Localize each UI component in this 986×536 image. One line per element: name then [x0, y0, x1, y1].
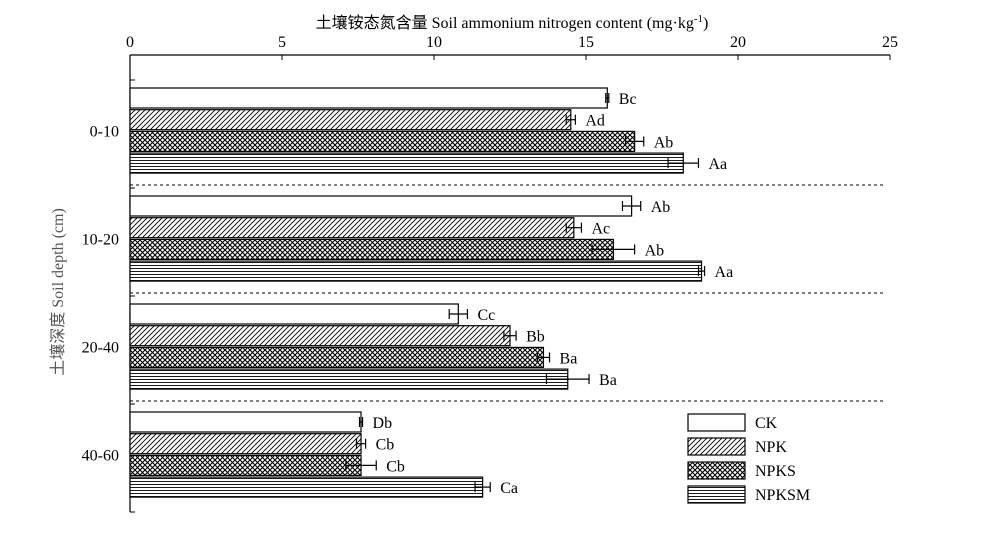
chart-title-main: 土壤铵态氮含量 Soil ammonium nitrogen content (… [316, 13, 694, 32]
bar-label: Aa [708, 156, 727, 173]
bar [129, 454, 362, 476]
legend-swatch [687, 485, 746, 504]
y-axis-label: 土壤深度 Soil depth (cm) [48, 208, 67, 376]
bar-label: Bc [619, 91, 637, 108]
legend-label: CK [755, 415, 778, 432]
category-label: 0-10 [90, 123, 119, 140]
legend-label: NPK [755, 439, 787, 456]
bars [129, 87, 703, 498]
bar [129, 260, 703, 282]
category-label: 40-60 [82, 447, 119, 464]
bar-label: Ad [585, 113, 605, 130]
bar-label: Ab [651, 199, 671, 216]
bar-label: Ba [560, 350, 578, 367]
bar-label: Cb [376, 437, 395, 454]
bar [129, 238, 614, 260]
bar [129, 325, 511, 347]
legend-swatch [687, 461, 746, 480]
bar [129, 109, 572, 131]
bar [129, 195, 633, 217]
x-tick-label: 20 [730, 34, 746, 51]
x-tick-label: 10 [426, 34, 442, 51]
x-tick-label: 5 [278, 34, 286, 51]
bar-label: Cc [477, 307, 495, 324]
bar [129, 346, 545, 368]
bar [129, 368, 569, 390]
bar-label: Bb [526, 329, 545, 346]
legend-swatch [687, 437, 746, 456]
chart-title-text: 土壤铵态氮含量 Soil ammonium nitrogen content (… [316, 13, 709, 32]
bar-label: Ac [591, 221, 610, 238]
bar [129, 433, 362, 455]
legend-swatch [687, 413, 746, 432]
category-label: 10-20 [82, 231, 119, 248]
legend-label: NPKS [755, 463, 796, 480]
x-tick-label: 15 [578, 34, 594, 51]
bar [129, 130, 636, 152]
legend-label: NPKSM [755, 487, 810, 504]
bar-label: Ab [654, 134, 674, 151]
chart-title-suffix: ) [703, 15, 708, 32]
bar [129, 152, 684, 174]
bar [129, 476, 484, 498]
legend: CK NPK NPKS NPKSM [687, 413, 810, 504]
bar [129, 217, 575, 239]
bar-label: Ba [599, 372, 617, 389]
chart-title-superscript: -1 [694, 13, 703, 25]
bar [129, 411, 362, 433]
category-label: 20-40 [82, 339, 119, 356]
bar-label: Aa [715, 264, 734, 281]
bar-label: Cb [386, 458, 405, 475]
error-bars [345, 93, 706, 493]
x-axis-ticks: 0 5 10 15 20 25 [126, 34, 898, 513]
x-tick-label: 0 [126, 34, 134, 51]
chart-title: 土壤铵态氮含量 Soil ammonium nitrogen content (… [316, 13, 709, 32]
group-separators [130, 184, 886, 402]
bar-label: Ab [645, 242, 665, 259]
bar [129, 87, 608, 109]
category-labels: 0-10 10-20 20-40 40-60 [82, 123, 119, 464]
x-tick-label: 25 [882, 34, 898, 51]
bar-label: Db [373, 415, 393, 432]
bar [129, 303, 459, 325]
bar-label: Ca [500, 480, 518, 497]
bar-labels: Bc Ad Ab Aa Ab Ac Ab Aa Cc Bb Ba Ba Db Cb Cb Ca [373, 91, 734, 497]
